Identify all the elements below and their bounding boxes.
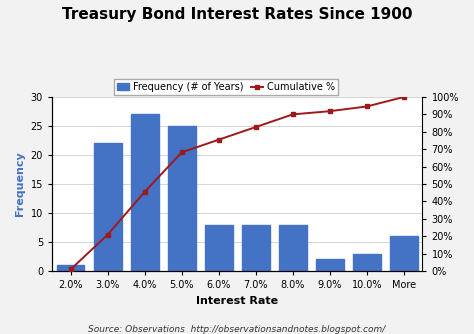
Bar [168, 126, 196, 271]
Bar [131, 114, 159, 271]
Bar [279, 225, 307, 271]
Legend: Frequency (# of Years), Cumulative %: Frequency (# of Years), Cumulative % [115, 79, 338, 95]
Bar [205, 225, 233, 271]
Bar [94, 143, 121, 271]
Text: Treasury Bond Interest Rates Since 1900: Treasury Bond Interest Rates Since 1900 [62, 7, 412, 22]
Y-axis label: Frequency: Frequency [15, 152, 25, 216]
Bar [316, 260, 344, 271]
X-axis label: Interest Rate: Interest Rate [196, 296, 278, 306]
Text: Source: Observations  http://observationsandnotes.blogspot.com/: Source: Observations http://observations… [88, 325, 386, 334]
Bar [390, 236, 418, 271]
Bar [353, 254, 381, 271]
Bar [57, 265, 84, 271]
Bar [242, 225, 270, 271]
